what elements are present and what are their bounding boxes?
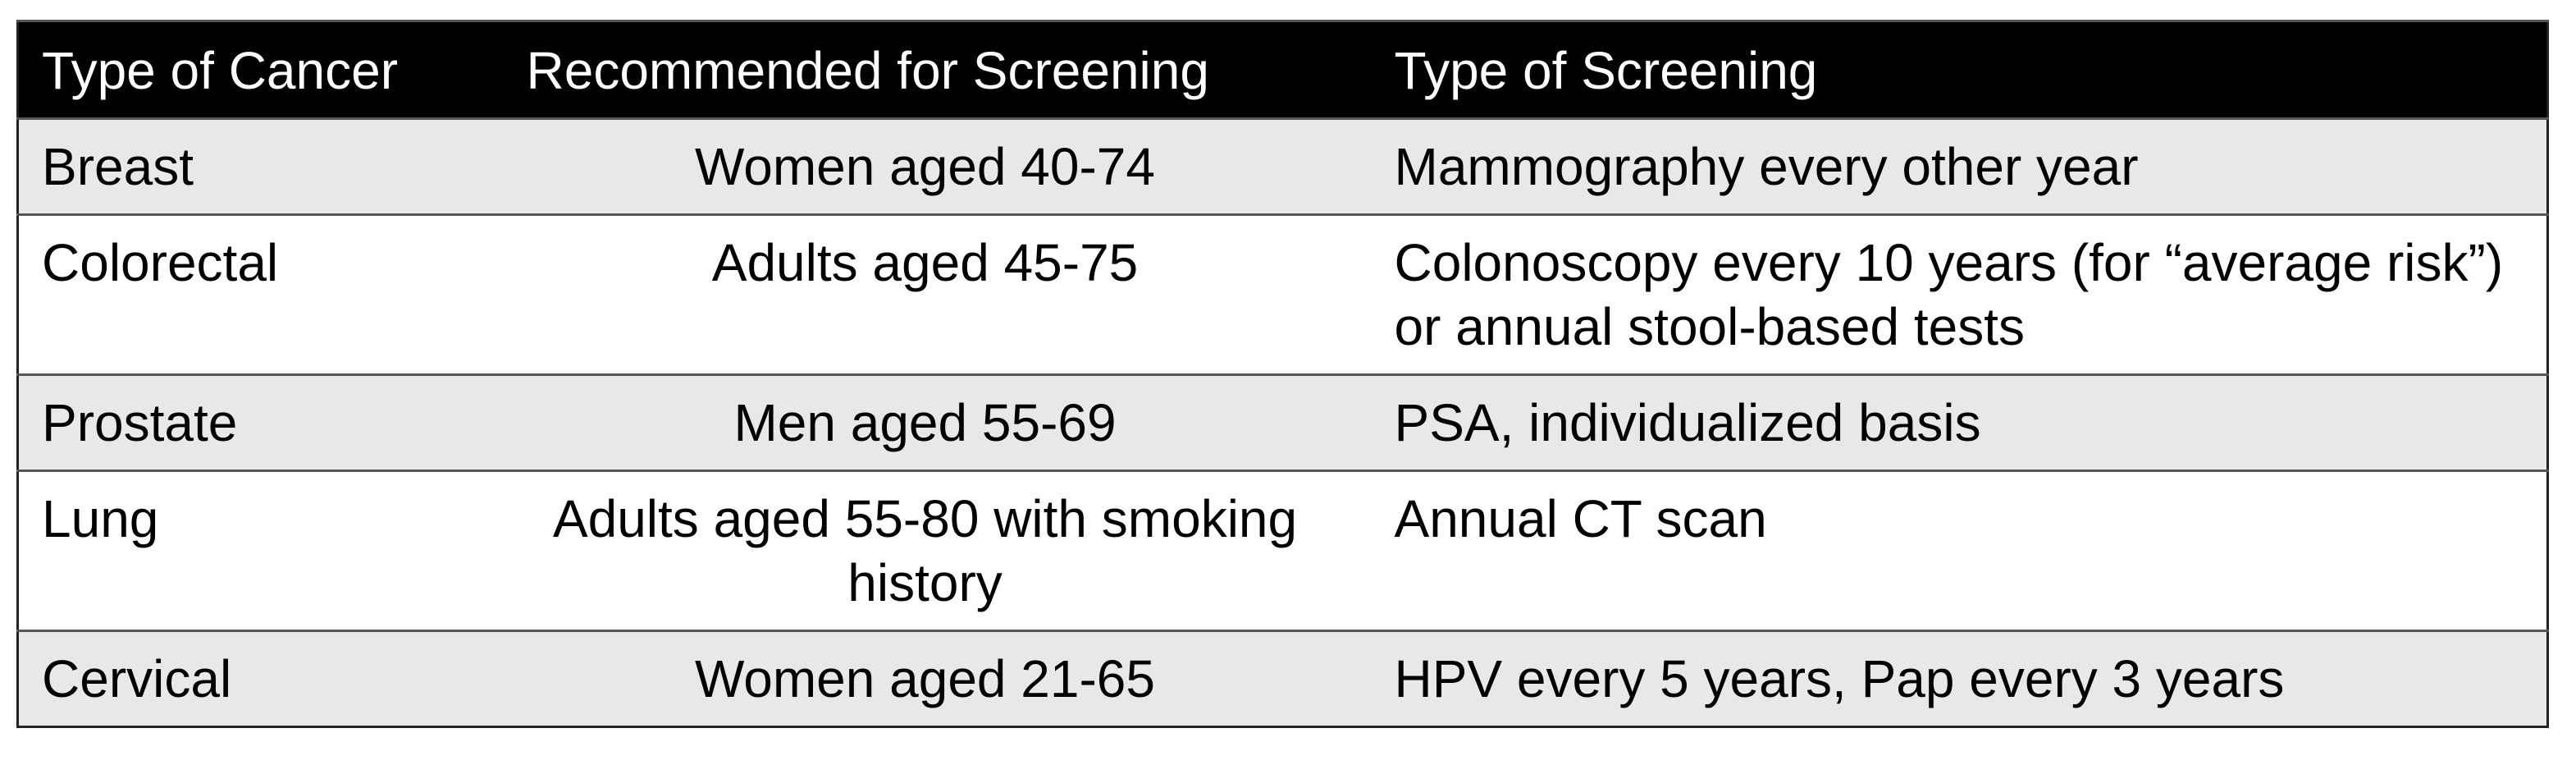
table-row: Prostate Men aged 55-69 PSA, individualize… (17, 373, 2548, 471)
table-cell: Lung (17, 470, 477, 631)
header-cell: Type of Cancer (17, 20, 477, 119)
table-row: Lung Adults aged 55-80 with smoking histo… (17, 470, 2548, 631)
table-cell: Colonoscopy every 10 years (for “average… (1371, 213, 2548, 375)
header-cell: Type of Screening (1371, 20, 2548, 119)
table-cell: Mammography every other year (1371, 117, 2548, 215)
table-cell: Cervical (17, 630, 477, 727)
table-cell: Prostate (17, 373, 477, 471)
header-row: Type of Cancer Recommended for Screening T… (17, 20, 2548, 119)
table-cell: Breast (17, 117, 477, 215)
table-cell: Women aged 40-74 (477, 117, 1372, 215)
header-cell: Recommended for Screening (477, 20, 1372, 119)
table-cell: Adults aged 45-75 (477, 213, 1372, 375)
table-row: Cervical Women aged 21-65 HPV every 5 year… (17, 630, 2548, 727)
table-cell: Women aged 21-65 (477, 630, 1372, 727)
table-cell: HPV every 5 years, Pap every 3 years (1371, 630, 2548, 727)
table-header: Type of Cancer Recommended for Screening T… (17, 20, 2548, 119)
table-body: Breast Women aged 40-74 Mammography every … (17, 117, 2548, 727)
table-cell: Annual CT scan (1371, 470, 2548, 631)
table-row: Colorectal Adults aged 45-75 Colonoscopy e… (17, 213, 2548, 375)
screening-table: Type of Cancer Recommended for Screening T… (16, 20, 2549, 728)
table-cell: PSA, individualized basis (1371, 373, 2548, 471)
table-cell: Colorectal (17, 213, 477, 375)
table-cell: Adults aged 55-80 with smoking history (477, 470, 1372, 631)
table-row: Breast Women aged 40-74 Mammography every … (17, 117, 2548, 215)
table-cell: Men aged 55-69 (477, 373, 1372, 471)
